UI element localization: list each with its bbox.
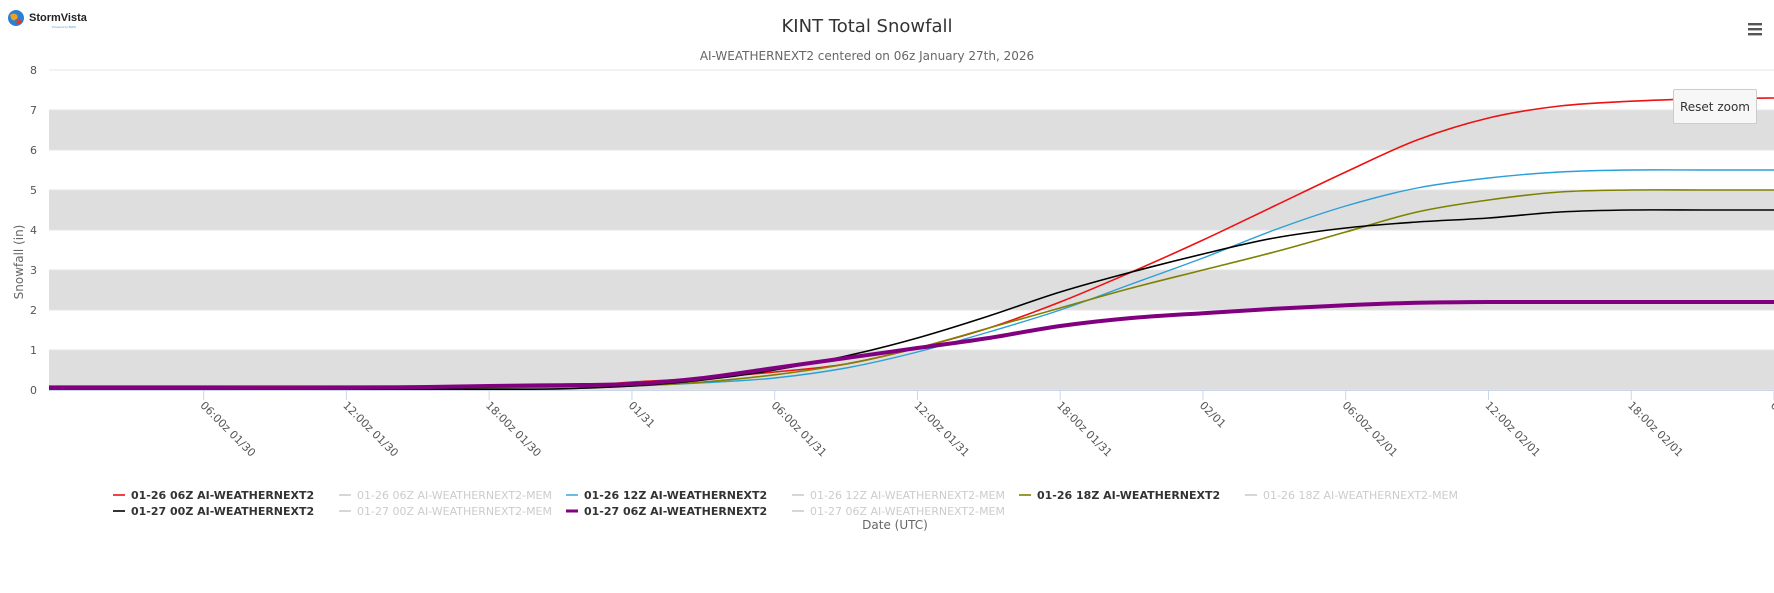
chart-subtitle: AI-WEATHERNEXT2 centered on 06z January … <box>700 49 1034 63</box>
y-tick-label: 1 <box>30 344 37 357</box>
series-layer <box>49 97 1774 391</box>
hamburger-menu-button[interactable] <box>1747 21 1763 37</box>
logo-brand: StormVista <box>29 12 87 24</box>
x-tick-label: 18:00z 02/01 <box>1625 399 1686 460</box>
legend-label: 01-26 12Z AI-WEATHERNEXT2-MEM <box>810 489 1005 502</box>
plot-band <box>49 350 1774 390</box>
reset-zoom-button[interactable]: Reset zoom <box>1673 89 1757 124</box>
legend-label: 01-27 06Z AI-WEATHERNEXT2-MEM <box>810 505 1005 518</box>
y-tick-label: 8 <box>30 64 37 77</box>
legend-item[interactable]: 01-27 06Z AI-WEATHERNEXT2 <box>566 505 767 518</box>
legend-label: 01-27 00Z AI-WEATHERNEXT2-MEM <box>357 505 552 518</box>
x-tick-label: 02/01 <box>1197 399 1229 431</box>
stormvista-logo: StormVista Powered by BMW <box>7 9 87 29</box>
legend-item[interactable]: 01-27 00Z AI-WEATHERNEXT2-MEM <box>339 505 552 518</box>
x-tick-label: 12:00z 02/01 <box>1482 399 1543 460</box>
x-tick-label: 18:00z 01/30 <box>483 399 544 460</box>
plot-band <box>49 110 1774 150</box>
legend-item[interactable]: 01-27 00Z AI-WEATHERNEXT2 <box>113 505 314 518</box>
series-line <box>49 299 1774 391</box>
x-tick-label: 06:00z 02/01 <box>1340 399 1401 460</box>
legend-item[interactable]: 01-26 06Z AI-WEATHERNEXT2-MEM <box>339 489 552 502</box>
y-tick-label: 6 <box>30 144 37 157</box>
x-tick-label: 06:00z 01/31 <box>769 399 830 460</box>
plot-band <box>49 190 1774 230</box>
legend-label: 01-26 12Z AI-WEATHERNEXT2 <box>584 489 767 502</box>
y-axis: 0 1 2 3 4 5 6 7 8 <box>30 64 37 397</box>
x-tick-label: 02/02 <box>1768 399 1774 431</box>
x-tick-label: 12:00z 01/30 <box>340 399 401 460</box>
legend-label: 01-27 00Z AI-WEATHERNEXT2 <box>131 505 314 518</box>
legend-item[interactable]: 01-27 06Z AI-WEATHERNEXT2-MEM <box>792 505 1005 518</box>
legend-item[interactable]: 01-26 12Z AI-WEATHERNEXT2 <box>566 489 767 502</box>
legend-label: 01-27 06Z AI-WEATHERNEXT2 <box>584 505 767 518</box>
x-tick-label: 06:00z 01/30 <box>198 399 259 460</box>
y-tick-label: 5 <box>30 184 37 197</box>
series-line <box>49 209 1774 391</box>
legend-label: 01-26 18Z AI-WEATHERNEXT2 <box>1037 489 1220 502</box>
legend-label: 01-26 06Z AI-WEATHERNEXT2-MEM <box>357 489 552 502</box>
chart-title: KINT Total Snowfall <box>782 16 953 37</box>
legend-item[interactable]: 01-26 06Z AI-WEATHERNEXT2 <box>113 489 314 502</box>
y-axis-title: Snowfall (in) <box>12 225 26 300</box>
plot-band <box>49 270 1774 310</box>
y-tick-label: 4 <box>30 224 37 237</box>
legend-item[interactable]: 01-26 18Z AI-WEATHERNEXT2-MEM <box>1245 489 1458 502</box>
x-axis-title: Date (UTC) <box>862 518 928 532</box>
globe-icon <box>8 10 24 26</box>
legend-item[interactable]: 01-26 18Z AI-WEATHERNEXT2 <box>1019 489 1220 502</box>
hamburger-menu-icon <box>1748 23 1762 36</box>
x-tick-label: 18:00z 01/31 <box>1054 399 1115 460</box>
legend-label: 01-26 06Z AI-WEATHERNEXT2 <box>131 489 314 502</box>
plot-bands <box>49 110 1774 390</box>
x-axis: 06:00z 01/30 12:00z 01/30 18:00z 01/30 01/3… <box>49 390 1774 460</box>
logo-tagline: Powered by BMW <box>52 25 77 29</box>
y-tick-label: 2 <box>30 304 37 317</box>
y-tick-label: 0 <box>30 384 37 397</box>
legend: 01-26 06Z AI-WEATHERNEXT2 01-26 06Z AI-WE… <box>113 489 1458 518</box>
x-tick-label: 12:00z 01/31 <box>911 399 972 460</box>
y-tick-label: 7 <box>30 104 37 117</box>
legend-label: 01-26 18Z AI-WEATHERNEXT2-MEM <box>1263 489 1458 502</box>
x-tick-label: 01/31 <box>626 399 658 431</box>
y-tick-label: 3 <box>30 264 37 277</box>
legend-item[interactable]: 01-26 12Z AI-WEATHERNEXT2-MEM <box>792 489 1005 502</box>
